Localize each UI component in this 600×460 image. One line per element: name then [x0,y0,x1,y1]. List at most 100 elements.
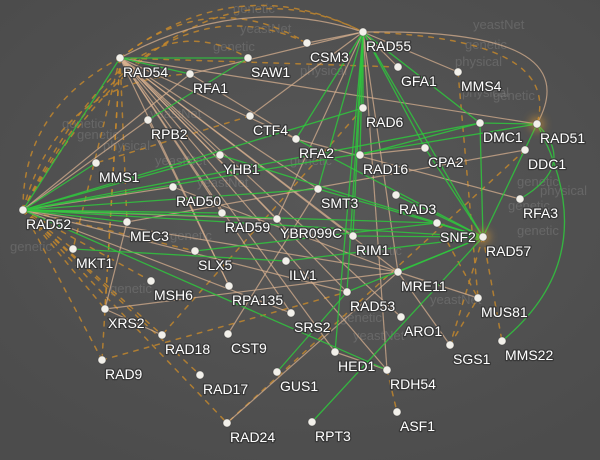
edge-RAD55-CTF4 [249,31,364,117]
node-RAD59[interactable] [217,208,227,218]
node-MRE11[interactable] [393,267,403,277]
node-RPB2[interactable] [143,115,153,125]
edge-GUS1-RAD53 [276,291,348,373]
node-MUS81[interactable] [473,293,483,303]
node-CTF4[interactable] [245,111,255,121]
node-label-MRE11: MRE11 [401,278,447,294]
node-YHB1[interactable] [215,150,225,160]
node-label-HED1: HED1 [338,358,376,374]
edge-RAD9-RAD53 [101,291,348,361]
watermark-edge-label: genetic [213,39,255,54]
edge-RAD51-MMS22 [501,123,566,342]
node-MEC3[interactable] [122,217,132,227]
edge-RAD54-ARO1 [119,57,402,318]
node-RIM1[interactable] [348,231,358,241]
node-RAD53[interactable] [342,287,352,297]
node-RAD24[interactable] [222,418,232,428]
watermark-edge-label: genetic [77,127,119,142]
node-RAD18[interactable] [157,330,167,340]
node-label-MUS81: MUS81 [481,304,528,320]
watermark-edge-label: physical [103,138,150,153]
node-label-GUS1: GUS1 [280,378,318,394]
node-RAD55[interactable] [358,27,368,37]
node-SAW1[interactable] [243,53,253,63]
edge-RAD51-DMC1 [479,122,538,125]
node-MKT1[interactable] [68,244,78,254]
node-RPT3[interactable] [307,417,317,427]
node-label-RAD18: RAD18 [165,341,210,357]
node-RAD57[interactable] [478,232,488,242]
node-label-ARO1: ARO1 [404,323,442,339]
node-label-RAD24: RAD24 [230,429,275,445]
node-CPA2[interactable] [420,143,430,153]
edge-RAD52-XRS2 [22,209,106,310]
node-RAD6[interactable] [358,103,368,113]
node-SMT3[interactable] [313,184,323,194]
edge-RAD54-RFA1 [119,57,191,75]
node-CSM3[interactable] [302,38,312,48]
node-label-YHB1: YHB1 [223,161,260,177]
edge-RAD52-RAD6 [22,107,364,211]
node-label-RAD57: RAD57 [486,243,531,259]
node-label-CST9: CST9 [231,340,267,356]
edge-RAD54-RFA2 [119,57,297,140]
node-XRS2[interactable] [100,304,110,314]
node-RPA135[interactable] [224,281,234,291]
node-CST9[interactable] [223,329,233,339]
node-RAD54[interactable] [115,53,125,63]
node-ILV1[interactable] [281,256,291,266]
edge-RAD52-RFA1 [22,73,191,211]
edge-RAD55-MMS4 [362,31,459,73]
node-SLX5[interactable] [190,246,200,256]
node-RAD50[interactable] [168,182,178,192]
watermark-edge-label: genetic [517,174,559,189]
edge-RAD57-RIM1 [352,235,484,238]
node-DDC1[interactable] [520,145,530,155]
watermark-edge-label: genetic [465,37,507,52]
node-label-RIM1: RIM1 [356,242,390,258]
node-SRS2[interactable] [286,308,296,318]
node-RDH54[interactable] [382,365,392,375]
node-RAD9[interactable] [97,355,107,365]
node-label-MSH6: MSH6 [154,287,193,303]
node-HED1[interactable] [330,347,340,357]
node-label-RAD52: RAD52 [26,216,71,232]
node-label-ILV1: ILV1 [289,267,317,283]
node-RAD52[interactable] [18,205,28,215]
node-MMS22[interactable] [497,336,507,346]
edge-RAD52-RAD54 [22,57,121,211]
node-SGS1[interactable] [445,340,455,350]
node-label-RAD59: RAD59 [225,219,270,235]
edge-RAD55-RAD57 [362,31,484,238]
node-RFA1[interactable] [185,69,195,79]
edge-RAD52-RAD53 [22,209,348,293]
node-SNF2[interactable] [432,218,442,228]
edge-RAD52-SMT3 [22,188,319,211]
node-DMC1[interactable] [475,118,485,128]
node-RAD17[interactable] [195,370,205,380]
node-label-XRS2: XRS2 [108,315,145,331]
edge-RAD51-RFA3 [519,123,555,200]
edge-RAD57-RPT3 [311,236,484,423]
node-GFA1[interactable] [393,62,403,72]
node-RAD16[interactable] [355,150,365,160]
node-MMS4[interactable] [453,67,463,77]
edge-RAD55-RAD51 [362,31,541,125]
node-RFA3[interactable] [515,194,525,204]
node-ASF1[interactable] [392,407,402,417]
node-MSH6[interactable] [146,276,156,286]
node-RFA2[interactable] [291,134,301,144]
node-ARO1[interactable] [396,312,406,322]
node-RAD3[interactable] [391,190,401,200]
node-GUS1[interactable] [272,367,282,377]
node-label-ASF1: ASF1 [400,418,435,434]
edge-MKT1-ILV1 [72,248,287,262]
node-YBR099C[interactable] [272,214,282,224]
node-MMS1[interactable] [91,158,101,168]
edge-RAD55-RFA1 [189,31,364,75]
edge-RAD54-CSM3 [119,17,308,59]
node-RAD51[interactable] [532,119,542,129]
edge-RAD54-RAD59 [119,57,223,214]
